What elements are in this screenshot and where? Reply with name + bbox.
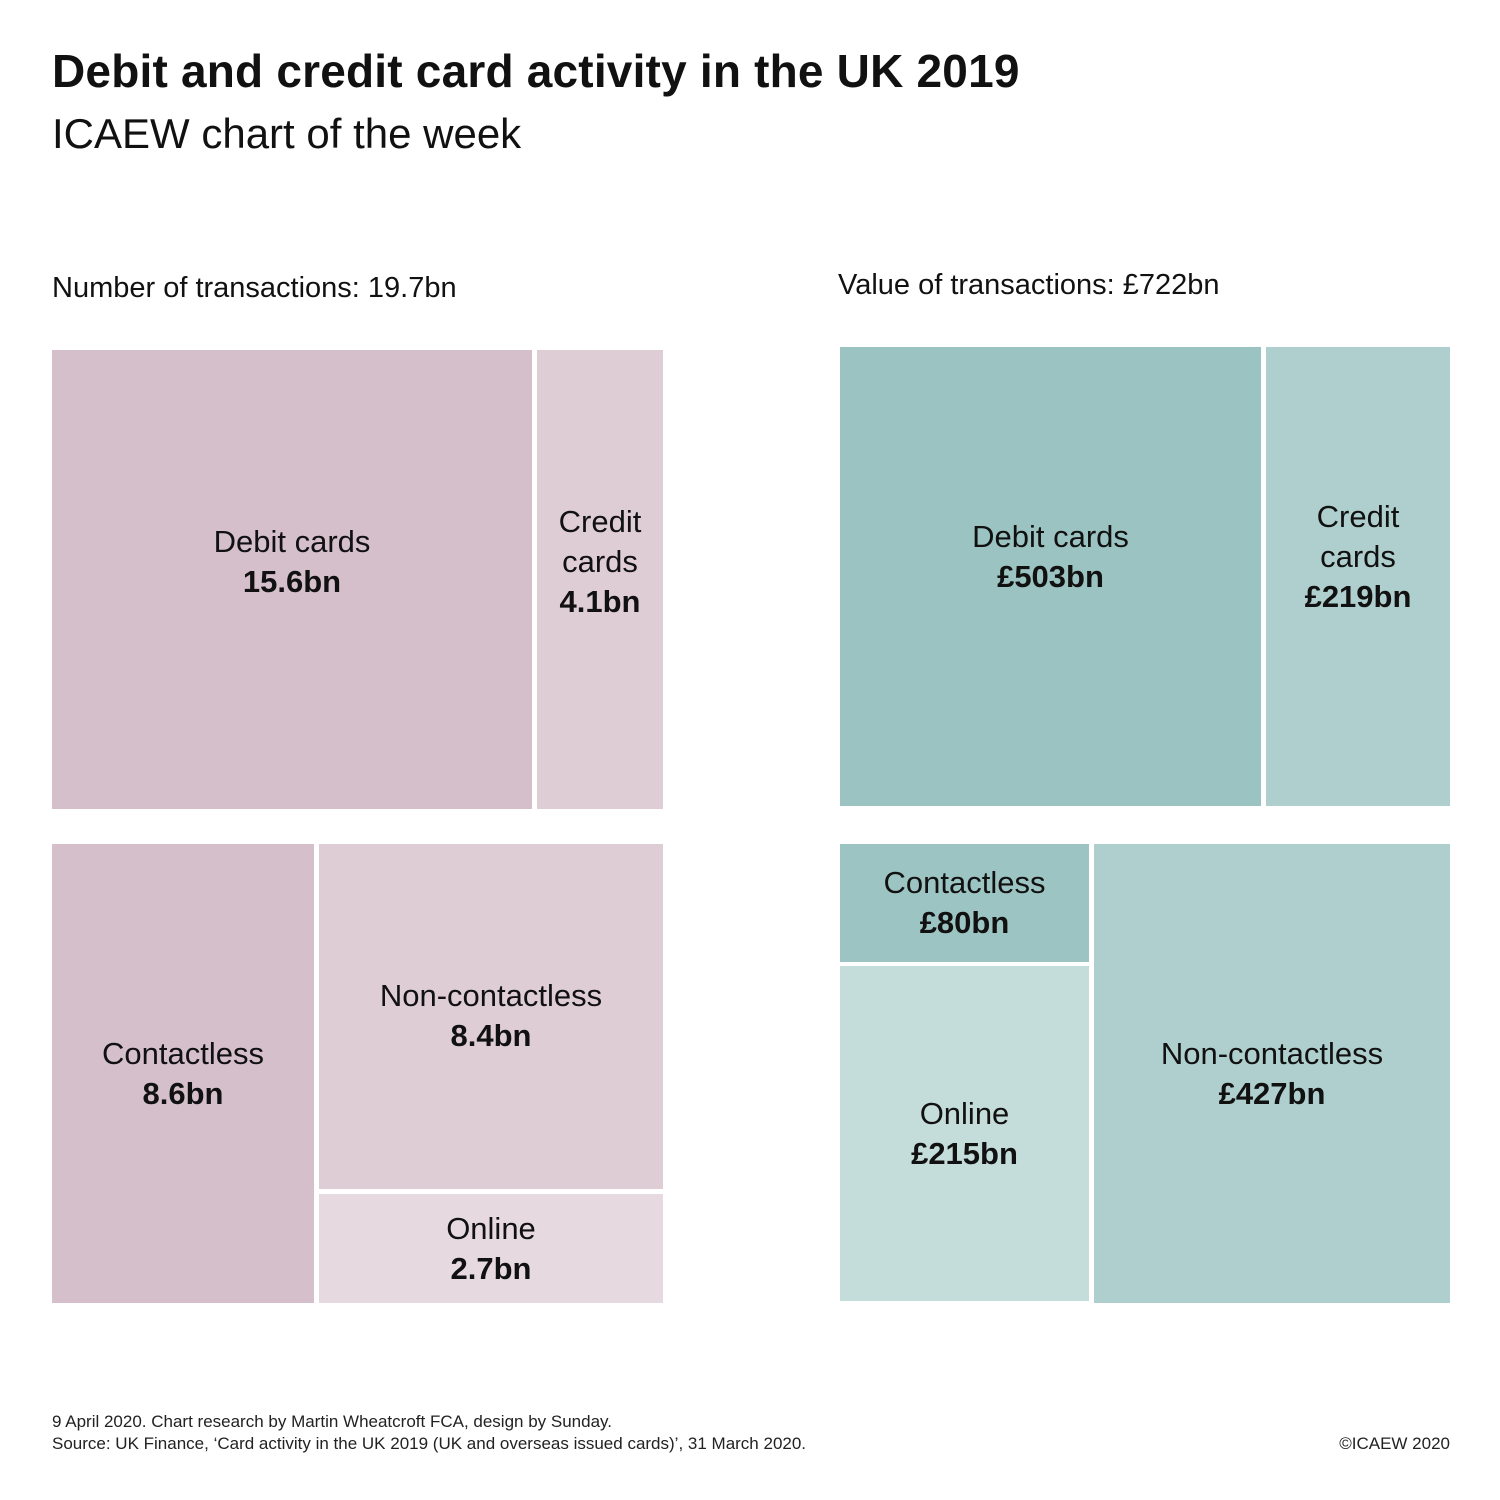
chart-title: Debit and credit card activity in the UK… — [52, 45, 1020, 97]
tile-value: £427bn — [1218, 1075, 1326, 1111]
treemap-tile-debit-cards-value: Debit cards £503bn — [840, 347, 1261, 806]
tile-value: £503bn — [997, 559, 1104, 594]
tile-label: Contactless — [883, 865, 1046, 900]
tile-value: £80bn — [919, 905, 1010, 940]
treemap-tile-debit-cards-count: Debit cards 15.6bn — [52, 350, 532, 809]
tile-label: Non-contactless — [1160, 1035, 1384, 1071]
tile-label: Credit cards — [1316, 499, 1400, 574]
tile-value: 8.4bn — [450, 1018, 532, 1053]
chart-subtitle: ICAEW chart of the week — [52, 110, 522, 157]
treemap-tile-non-contactless-count: Non-contactless 8.4bn — [319, 844, 663, 1189]
treemap-tile-online-value: Online £215bn — [840, 966, 1089, 1301]
tile-label: Online — [919, 1095, 1010, 1131]
treemap-tile-credit-cards-value: Credit cards £219bn — [1266, 347, 1450, 806]
tile-label: Contactless — [102, 1035, 264, 1071]
tile-label: Online — [446, 1210, 536, 1246]
tile-label: Credit cards — [558, 504, 642, 579]
panel-title-number: Number of transactions: 19.7bn — [52, 272, 457, 304]
tile-value: 2.7bn — [450, 1250, 532, 1286]
tile-value: £219bn — [1304, 579, 1412, 614]
footer-copyright: ©ICAEW 2020 — [1339, 1434, 1450, 1453]
panel-title-value: Value of transactions: £722bn — [838, 269, 1220, 301]
tile-value: £215bn — [911, 1135, 1018, 1171]
footer-source: Source: UK Finance, ‘Card activity in th… — [52, 1434, 807, 1453]
footer-credits: 9 April 2020. Chart research by Martin W… — [52, 1412, 613, 1431]
treemap-tile-contactless-value: Contactless £80bn — [840, 844, 1089, 962]
tile-label: Non-contactless — [379, 978, 603, 1013]
treemap-tile-contactless-count: Contactless 8.6bn — [52, 844, 314, 1303]
tile-value: 4.1bn — [559, 584, 641, 619]
treemap-tile-credit-cards-count: Credit cards 4.1bn — [537, 350, 663, 809]
tile-label: Debit cards — [972, 519, 1129, 554]
tile-label: Debit cards — [213, 524, 371, 559]
treemap-tile-online-count: Online 2.7bn — [319, 1194, 663, 1303]
tile-value: 15.6bn — [242, 564, 342, 599]
tile-value: 8.6bn — [142, 1075, 224, 1111]
treemap-tile-non-contactless-value: Non-contactless £427bn — [1094, 844, 1450, 1303]
